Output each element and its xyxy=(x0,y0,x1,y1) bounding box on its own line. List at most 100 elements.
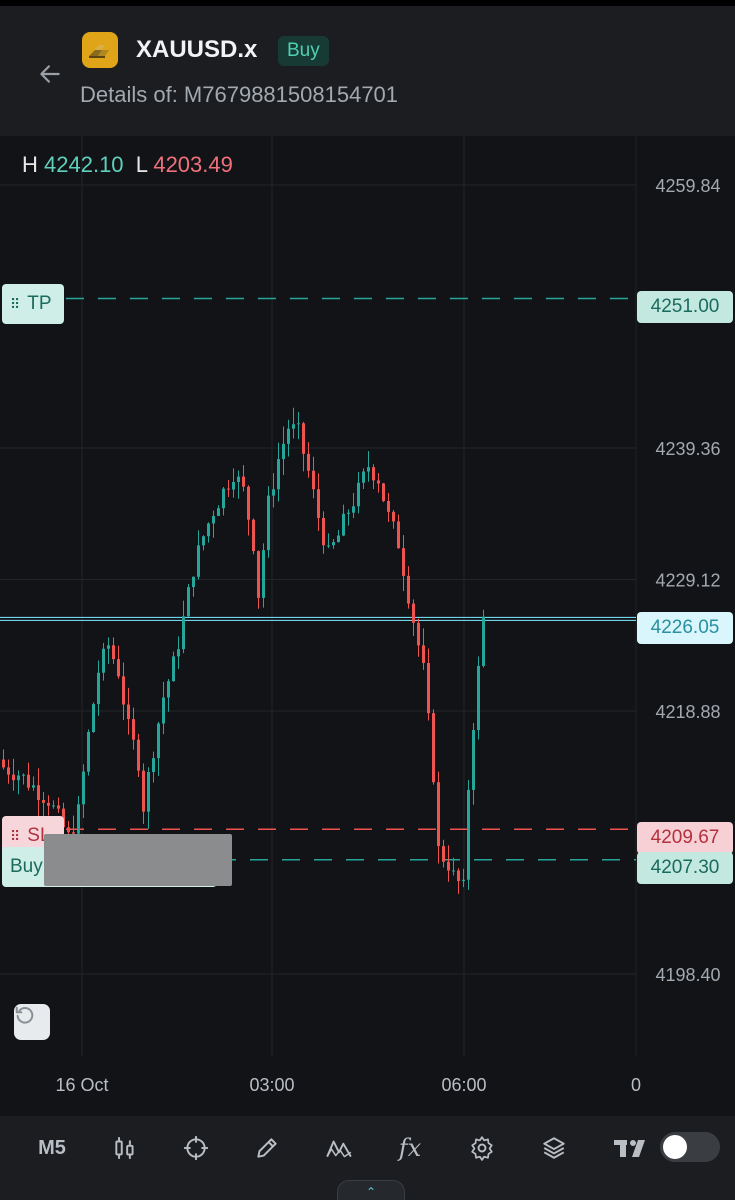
header: XAUUSD.x Buy Details of: M76798815081547… xyxy=(0,6,735,136)
candle-body xyxy=(197,545,200,577)
candle-body xyxy=(292,424,295,429)
candle-body xyxy=(167,681,170,698)
candle-body xyxy=(7,767,10,775)
bottom-toolbar: M5 fx xyxy=(0,1116,735,1200)
entry-label: Buy xyxy=(10,856,43,877)
timeframe-button[interactable]: M5 xyxy=(38,1136,66,1159)
candle-body xyxy=(352,506,355,513)
candle-body xyxy=(82,771,85,805)
tradingview-logo-icon xyxy=(614,1140,645,1157)
candle-body xyxy=(152,758,155,773)
chevron-up-icon: ⌃ xyxy=(365,1185,377,1199)
candle-body xyxy=(202,536,205,546)
candle-body xyxy=(372,467,375,481)
candle-body xyxy=(307,453,310,471)
candle-body xyxy=(397,521,400,549)
chart-type-button[interactable] xyxy=(106,1130,144,1166)
back-button[interactable] xyxy=(30,54,70,94)
candle-body xyxy=(57,805,60,809)
price-axis-label: 4229.12 xyxy=(655,571,720,591)
candle-body xyxy=(357,482,360,507)
candle-body xyxy=(442,846,445,862)
tp-line-handle[interactable]: ⠿ TP xyxy=(2,284,64,324)
candle-body xyxy=(92,704,95,733)
candle-body xyxy=(377,480,380,484)
candle-body xyxy=(12,774,15,781)
candle-body xyxy=(347,512,350,514)
redacted-area xyxy=(44,834,232,886)
candle-body xyxy=(137,739,140,771)
drag-grip-icon: ⠿ xyxy=(10,828,20,844)
candle-body xyxy=(362,471,365,483)
candle-body xyxy=(97,672,100,705)
candle-body xyxy=(47,802,50,806)
symbol-name: XAUUSD.x xyxy=(136,36,258,63)
candle-body xyxy=(162,697,165,724)
candle-body xyxy=(172,656,175,682)
candle-body xyxy=(222,488,225,509)
candle-body xyxy=(412,603,415,623)
candle-body xyxy=(182,616,185,650)
candle-body xyxy=(147,772,150,812)
candle-body xyxy=(327,545,330,547)
crosshair-button[interactable] xyxy=(177,1130,215,1166)
entry-price-tag: 4207.30 xyxy=(637,852,733,884)
candle-body xyxy=(427,662,430,714)
indicator-icon xyxy=(326,1140,352,1158)
candle-body xyxy=(72,832,75,834)
candle-body xyxy=(102,648,105,673)
candle-body xyxy=(262,550,265,598)
candle-body xyxy=(472,730,475,790)
candle-body xyxy=(212,515,215,524)
toolbar-toggle[interactable] xyxy=(660,1132,720,1162)
layers-button[interactable] xyxy=(535,1130,573,1166)
candle-body xyxy=(107,645,110,649)
candle-body xyxy=(32,785,35,788)
candle-body xyxy=(142,770,145,812)
toggle-knob xyxy=(663,1135,687,1159)
candle-body xyxy=(317,489,320,518)
candle-body xyxy=(67,827,70,833)
candle-body xyxy=(452,870,455,872)
current-price-tag: 4226.05 xyxy=(637,612,733,644)
layers-icon xyxy=(543,1137,565,1159)
reset-chart-button[interactable] xyxy=(14,1004,50,1040)
order-details: Details of: M7679881508154701 xyxy=(80,82,399,107)
draw-button[interactable] xyxy=(248,1130,286,1166)
candle-body xyxy=(482,616,485,666)
candle-body xyxy=(227,488,230,490)
low-value: 4203.49 xyxy=(153,152,233,177)
candle-body xyxy=(217,508,220,516)
gold-bars-icon xyxy=(89,45,109,58)
candle-body xyxy=(467,789,470,880)
chart-canvas[interactable]: 4259.84 4239.36 4229.12 4218.88 4198.40 16 Oc… xyxy=(0,136,735,1116)
candle-body xyxy=(122,676,125,705)
candle-body xyxy=(112,645,115,660)
functions-button[interactable]: fx xyxy=(391,1130,429,1166)
time-axis-label: 03:00 xyxy=(249,1075,294,1095)
candle-body xyxy=(17,775,20,781)
candle-body xyxy=(267,495,270,551)
settings-button[interactable] xyxy=(463,1130,501,1166)
candle-body xyxy=(37,785,40,801)
candle-body xyxy=(332,542,335,546)
side-badge: Buy xyxy=(278,36,329,66)
candle-body xyxy=(247,486,250,520)
candle-body xyxy=(417,622,420,646)
high-label: H xyxy=(22,152,38,177)
price-chart[interactable]: 4259.84 4239.36 4229.12 4218.88 4198.40 16 Oc… xyxy=(0,136,735,1116)
candle-body xyxy=(382,483,385,502)
price-axis-label: 4218.88 xyxy=(655,702,720,722)
drag-grip-icon: ⠿ xyxy=(10,296,20,312)
candle-body xyxy=(207,523,210,537)
symbol-logo xyxy=(82,32,118,68)
candle-body xyxy=(277,459,280,490)
candle-body xyxy=(282,443,285,460)
expand-handle[interactable]: ⌃ xyxy=(337,1180,405,1200)
indicators-button[interactable] xyxy=(320,1130,358,1166)
candle-body xyxy=(402,548,405,576)
candle-body xyxy=(252,519,255,552)
high-value: 4242.10 xyxy=(44,152,124,177)
tradingview-logo xyxy=(612,1130,652,1166)
candle-body xyxy=(337,535,340,543)
